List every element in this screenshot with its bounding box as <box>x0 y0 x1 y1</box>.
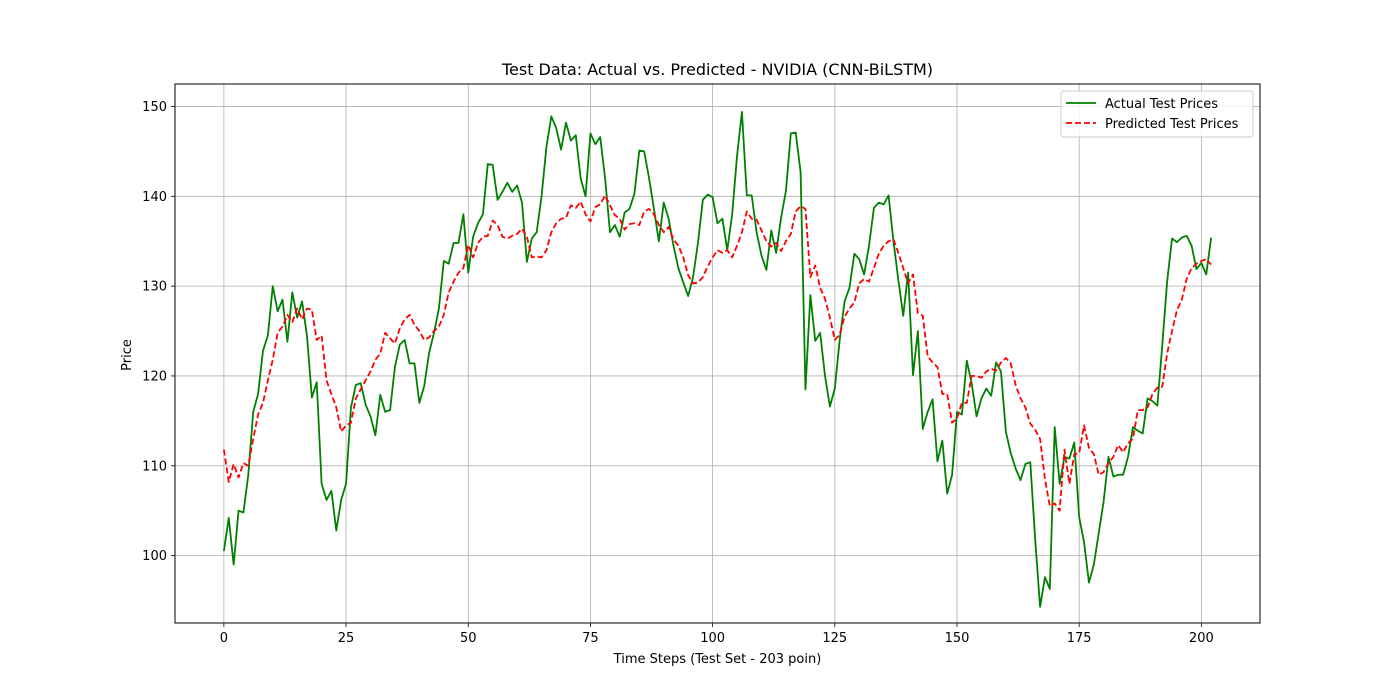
axis-ticks: 0 25 50 75 100 125 150 175 200 100 110 120 130 140 150 <box>142 100 1214 646</box>
legend-box <box>1060 90 1254 138</box>
y-tick-label: 100 <box>142 549 167 564</box>
grid-lines <box>175 84 1260 623</box>
x-tick-label: 75 <box>582 631 599 646</box>
plot-frame <box>174 83 1261 624</box>
x-tick-label: 175 <box>1067 631 1092 646</box>
x-tick-label: 125 <box>822 631 847 646</box>
series-layer <box>222 110 1213 608</box>
legend-label-predicted: Predicted Test Prices <box>1105 117 1239 132</box>
x-tick-label: 50 <box>460 631 477 646</box>
y-tick-label: 150 <box>142 100 167 115</box>
chart-title: Test Data: Actual vs. Predicted - NVIDIA… <box>501 60 933 79</box>
y-tick-label: 110 <box>142 459 167 474</box>
x-tick-label: 100 <box>700 631 725 646</box>
y-tick-label: 130 <box>142 280 167 295</box>
x-tick-label: 200 <box>1189 631 1214 646</box>
legend: Actual Test Prices Predicted Test Prices <box>1060 90 1254 138</box>
legend-label-actual: Actual Test Prices <box>1105 97 1218 112</box>
x-tick-label: 25 <box>338 631 355 646</box>
y-tick-label: 140 <box>142 190 167 205</box>
series-line-actual <box>222 110 1213 608</box>
y-axis-label: Price <box>120 339 135 371</box>
y-tick-label: 120 <box>142 369 167 384</box>
x-tick-label: 0 <box>220 631 228 646</box>
x-axis-label: Time Steps (Test Set - 203 poin) <box>613 652 822 667</box>
x-tick-label: 150 <box>945 631 970 646</box>
